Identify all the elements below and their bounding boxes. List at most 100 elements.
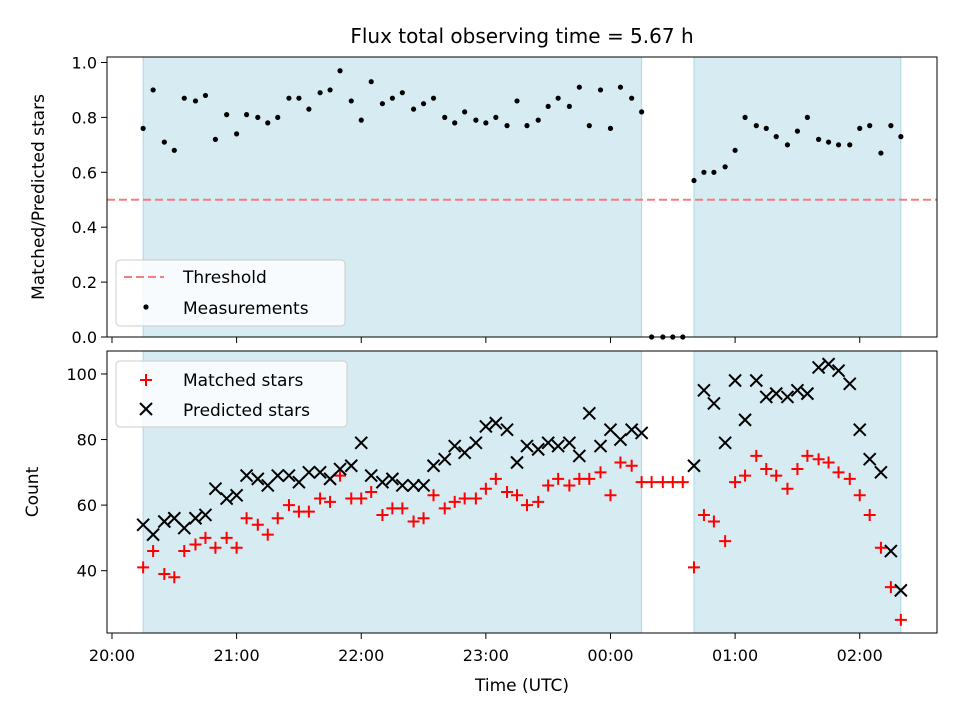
measurement-point [742,114,748,120]
predicted-star-point [271,468,285,483]
measurement-point [514,98,520,104]
measurement-point [452,120,458,126]
matched-star-point [178,545,191,558]
measurement-point [753,123,759,129]
matched-star-point [563,479,576,492]
matched-star-point [438,502,451,515]
measurement-point [275,114,281,120]
measurement-point [192,98,199,104]
bottom-y-axis-label: Count [23,466,43,517]
measurement-point [701,169,707,175]
measurement-point [617,84,624,90]
observing-span-1 [693,350,902,634]
matched-star-point [645,476,658,489]
predicted-star-point [438,452,452,466]
matched-star-point [355,492,368,505]
matched-star-point [812,453,825,466]
predicted-star-point [780,390,795,404]
predicted-star-point [219,491,234,506]
matched-star-point [719,535,732,548]
measurement-point [171,147,177,153]
predicted-star-point [364,468,378,483]
matched-star-point [687,561,700,574]
predicted-star-point [728,373,742,388]
matched-star-point [396,502,409,515]
predicted-star-point [282,468,296,483]
measurement-point [878,150,884,156]
top-y-tick-label: 0.8 [72,108,97,127]
predicted-star-point [510,455,524,470]
predicted-star-point [862,452,877,466]
measurement-point [265,120,271,126]
measurement-point [586,123,592,129]
measurement-point [794,128,801,134]
matched-star-point [729,476,742,489]
measurement-point [607,125,614,131]
measurement-point [430,95,437,101]
matched-star-point [220,531,233,544]
predicted-star-point [469,436,483,450]
matched-star-point [230,541,243,554]
matched-star-point [697,508,710,521]
measurement-point [150,87,156,93]
bottom-panel-frame [106,350,938,634]
predicted-star-point [416,478,431,493]
measurement-point [639,109,645,115]
bottom-legend-box [115,360,348,428]
predicted-star-point [853,422,867,437]
measurement-point [410,106,417,112]
predicted-star-point [634,426,649,440]
predicted-star-point [843,377,857,391]
measurement-point [234,131,240,137]
matched-star-point [520,499,533,512]
measurements-legend-label: Measurements [183,299,309,319]
matched-star-point [884,581,897,594]
matched-star-point [760,463,773,476]
top-y-tick-label: 0.4 [72,218,97,237]
measurement-point [161,139,167,145]
matched-star-point [168,571,181,584]
top-legend-box [115,259,346,327]
predicted-star-point [157,514,172,529]
measurement-point [243,112,250,118]
predicted-star-point [718,436,732,450]
bottom-panel: 40 60 80 100 20:00 21:00 22:00 23:00 00:00 01:00… [23,350,938,696]
top-y-ticks: 0.0 0.2 0.4 0.6 0.8 1.0 [72,53,107,347]
measurement-point [348,98,354,104]
matched-star-point [365,486,378,498]
matched-star-point [479,482,492,495]
matched-star-point [832,466,845,479]
predicted-star-point [406,478,421,493]
predicted-star-point [251,472,265,486]
bottom-legend: Matched stars Predicted stars [115,360,348,428]
matched-star-point [469,492,482,505]
matched-star-point [376,508,389,521]
top-y-tick-label: 0.0 [72,328,97,347]
predicted-star-point [562,436,577,450]
predicted-star-point [188,511,203,525]
observing-span-1 [693,56,902,338]
predicted-star-point [426,459,441,473]
top-legend: Threshold Measurements [115,259,346,327]
matched-star-point [594,466,607,479]
bottom-y-tick-label: 60 [77,496,97,515]
measurement-point [212,136,219,142]
predicted-star-point [749,373,764,388]
predicted-star-point [624,422,639,437]
matched-star-point [894,613,907,626]
measurement-point [462,109,468,115]
measurement-point [555,95,561,101]
measurement-point [181,95,187,101]
predicted-star-point [146,527,160,542]
predicted-star-point [395,478,410,493]
predicted-legend-label: Predicted stars [183,401,310,421]
top-y-axis-label: Matched/Predicted stars [29,94,49,300]
matched-star-point [448,495,461,508]
bottom-y-tick-label: 80 [77,431,97,450]
x-axis-label: Time (UTC) [474,676,569,696]
top-y-tick-label: 1.0 [72,53,97,72]
predicted-star-point [198,508,213,522]
bottom-y-ticks: 40 60 80 100 [66,365,107,581]
measurement-point [504,123,510,129]
